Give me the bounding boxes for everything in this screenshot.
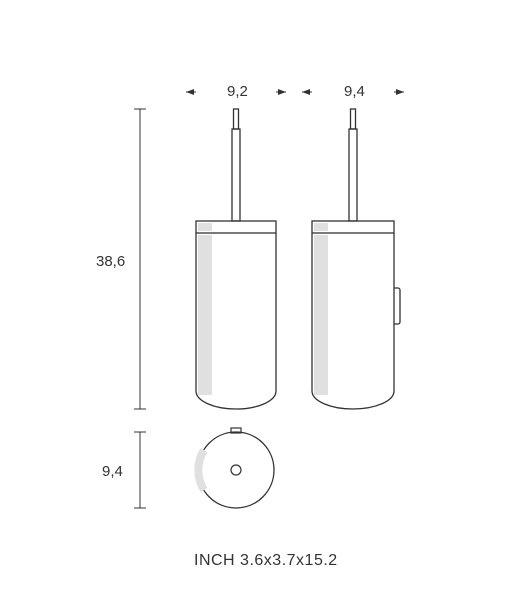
label-width-front: 9,2 — [227, 83, 248, 100]
label-inches: INCH 3.6x3.7x15.2 — [194, 552, 338, 570]
dim-height-main — [134, 109, 146, 409]
front-view — [196, 109, 276, 409]
top-view — [198, 428, 274, 508]
label-height-topview: 9,4 — [102, 463, 123, 480]
label-width-side: 9,4 — [344, 83, 365, 100]
dim-height-topview — [134, 432, 146, 508]
tech-drawing — [0, 0, 516, 603]
side-view — [312, 109, 400, 409]
label-height-main: 38,6 — [96, 253, 125, 270]
